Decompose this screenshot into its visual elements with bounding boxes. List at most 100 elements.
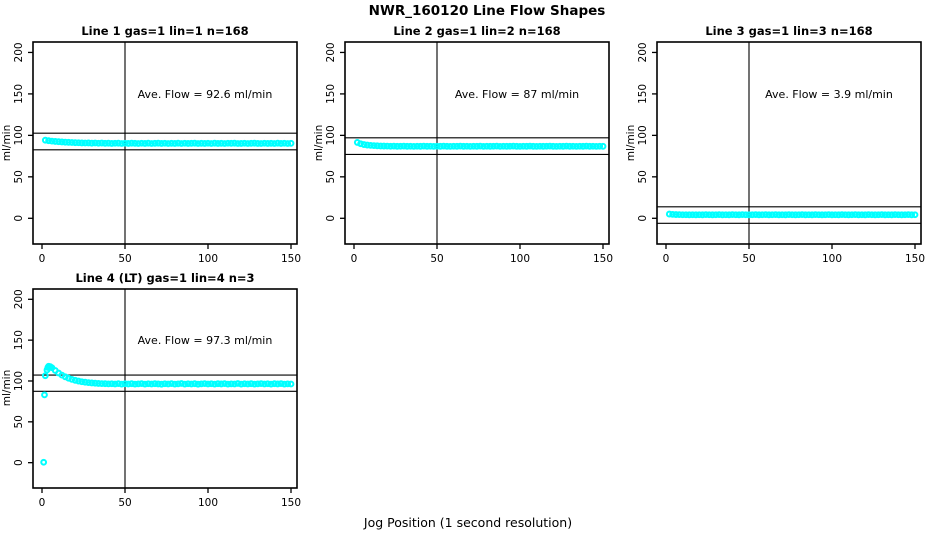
panel-line-3-y-axis-label: ml/min (625, 125, 637, 161)
data-point (705, 211, 713, 219)
data-point (247, 139, 255, 147)
data-point (559, 142, 567, 150)
data-point (65, 374, 72, 382)
data-point (496, 142, 504, 150)
data-point (78, 139, 86, 147)
data-point (413, 142, 421, 150)
data-point (108, 140, 116, 147)
data-point (815, 211, 823, 219)
data-point (898, 211, 906, 219)
data-point (134, 380, 142, 388)
panel-line-2-plot-area: 0 50 100 150 200 0 50 100 150 (325, 41, 613, 265)
x-tick-label: 150 (281, 497, 301, 509)
panel-line-2: Line 2 gas=1 lin=2 n=168 ml/min Ave. Flo… (313, 24, 613, 265)
data-point (204, 139, 212, 147)
y-tick-label: 150 (13, 330, 25, 350)
data-point (154, 380, 162, 388)
data-point (280, 139, 288, 147)
data-point (695, 211, 703, 219)
data-point (841, 211, 849, 219)
data-point (161, 380, 169, 388)
y-tick-label: 200 (325, 42, 337, 62)
data-point (725, 211, 733, 219)
data-point (214, 380, 222, 388)
data-point (835, 211, 843, 219)
data-point (805, 211, 813, 219)
figure-title: NWR_160120 Line Flow Shapes (369, 3, 606, 19)
data-point (274, 380, 282, 388)
data-point (81, 378, 89, 386)
data-point (217, 139, 225, 147)
data-point (825, 211, 833, 219)
x-tick-label: 100 (822, 253, 842, 265)
y-tick-label: 100 (13, 371, 25, 391)
data-point (576, 142, 584, 150)
data-point (114, 139, 122, 147)
data-point (118, 380, 126, 388)
data-point (875, 211, 882, 219)
data-point (778, 211, 786, 219)
data-point (546, 142, 554, 150)
data-point (178, 140, 185, 147)
data-point (523, 142, 531, 150)
data-point (490, 142, 497, 150)
panel-line-3-plot-area: 0 50 100 150 200 0 50 100 150 (637, 41, 925, 265)
data-point (675, 211, 683, 219)
data-point (848, 211, 856, 219)
data-point (224, 380, 232, 388)
data-point (85, 379, 92, 387)
data-point (443, 142, 451, 150)
data-point (184, 380, 192, 388)
data-point (397, 142, 404, 150)
data-point (440, 142, 448, 150)
data-point (682, 211, 690, 219)
data-point (261, 380, 268, 388)
y-tick-label: 0 (13, 459, 25, 466)
data-point (98, 380, 106, 387)
data-point (41, 372, 49, 380)
data-point (207, 380, 215, 388)
data-point (742, 211, 750, 219)
data-point (221, 380, 229, 387)
plot-box (344, 41, 610, 245)
data-point (124, 140, 132, 147)
data-point (191, 380, 199, 388)
data-point (772, 211, 779, 219)
panel-line-2-title: Line 2 gas=1 lin=2 n=168 (393, 24, 560, 38)
data-point (95, 380, 102, 387)
data-point (264, 140, 272, 147)
data-point (124, 380, 132, 388)
panel-line-1-title: Line 1 gas=1 lin=1 n=168 (81, 24, 248, 38)
data-point (88, 379, 96, 387)
data-point (114, 380, 122, 387)
data-point (151, 380, 159, 388)
data-point (271, 140, 278, 147)
y-tick-label: 150 (13, 84, 25, 104)
data-point (58, 138, 66, 146)
data-point (244, 380, 252, 388)
data-point (589, 142, 597, 150)
data-point (493, 142, 501, 150)
data-point (237, 380, 245, 388)
data-point (188, 380, 195, 388)
data-point (231, 380, 238, 388)
data-point (865, 211, 872, 219)
y-tick-label: 0 (637, 215, 649, 222)
data-point (679, 211, 686, 219)
data-point (194, 380, 202, 388)
data-point (390, 142, 398, 150)
data-point (287, 380, 295, 388)
data-point (148, 140, 155, 147)
data-point (788, 211, 796, 219)
data-point (121, 380, 129, 388)
x-tick-label: 50 (118, 253, 131, 265)
data-point (134, 140, 142, 147)
data-point (709, 211, 716, 219)
data-point (168, 380, 175, 387)
x-tick-label: 50 (742, 253, 755, 265)
data-point (881, 211, 889, 219)
data-point (821, 211, 829, 219)
data-point (715, 211, 723, 219)
data-point (420, 142, 428, 150)
